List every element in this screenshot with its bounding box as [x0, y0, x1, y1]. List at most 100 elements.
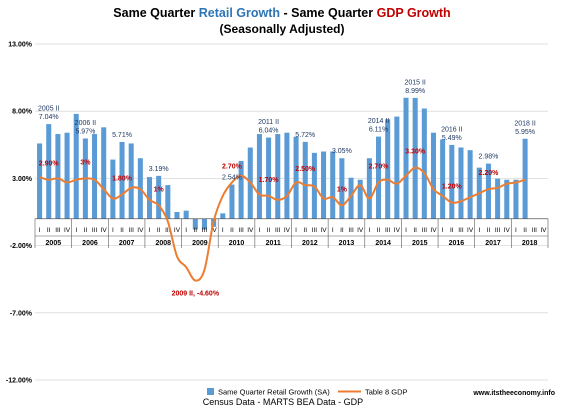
gdp-annotation: 1%: [337, 186, 348, 193]
quarter-label: II: [413, 227, 417, 234]
retail-bar: [119, 141, 125, 219]
gdp-annotation: 2.50%: [295, 166, 316, 173]
retail-bar: [92, 134, 98, 219]
retail-annotation: 2011 II 6.04%: [258, 119, 279, 134]
legend: Same Quarter Retail Growth (SA) Table 8 …: [207, 388, 408, 397]
title-part-1: Same Quarter: [113, 6, 198, 20]
quarter-label: I: [222, 227, 224, 234]
y-tick-label: 3.00%: [12, 176, 33, 183]
quarter-label: II: [230, 227, 234, 234]
title-gdp-growth: GDP Growth: [377, 6, 451, 20]
retail-bar: [46, 124, 52, 219]
gdp-annotation: 2.70%: [369, 163, 390, 170]
retail-bar: [183, 210, 189, 219]
retail-bar: [458, 147, 464, 219]
quarter-label: I: [405, 227, 407, 234]
quarter-label: III: [348, 227, 354, 234]
retail-annotation: 5.72%: [295, 132, 315, 139]
y-tick-label: -7.00%: [10, 310, 33, 317]
quarter-label: III: [312, 227, 318, 234]
retail-bar: [504, 179, 510, 219]
retail-bar: [330, 151, 336, 219]
retail-bar: [385, 119, 391, 219]
retail-bar: [321, 151, 327, 219]
retail-bar: [485, 163, 491, 219]
year-label: 2017: [485, 240, 501, 247]
retail-bar: [357, 179, 363, 219]
y-tick-label: -2.00%: [10, 243, 33, 250]
quarter-label: II: [157, 227, 161, 234]
quarter-label: II: [523, 227, 527, 234]
gdp-annotation: 1%: [154, 186, 165, 193]
gdp-annotation: 2009 II, -4.60%: [172, 291, 220, 298]
retail-annotation: 2014 II 6.11%: [368, 118, 389, 133]
retail-annotation: 3.05%: [332, 148, 352, 155]
quarter-label: IV: [504, 227, 511, 234]
data-annotations: 2005 II 7.04% 2.90% 2006 II 5.97% 3% 5.71% 1.80…: [38, 79, 536, 297]
y-tick-label: 8.00%: [12, 109, 33, 116]
quarter-label: III: [458, 227, 464, 234]
year-label: 2007: [119, 240, 135, 247]
retail-bar: [146, 177, 153, 219]
retail-bar: [64, 132, 70, 219]
quarter-label: III: [238, 227, 244, 234]
quarter-label: II: [47, 227, 51, 234]
quarter-label: I: [368, 227, 370, 234]
retail-bar: [394, 116, 400, 219]
chart-title: Same Quarter Retail Growth - Same Quarte…: [113, 6, 450, 20]
retail-bar: [421, 108, 427, 219]
year-label: 2005: [46, 240, 62, 247]
retail-bar: [302, 141, 308, 219]
year-label: 2009: [192, 240, 208, 247]
retail-bar: [440, 139, 446, 219]
retail-bar: [165, 185, 171, 219]
gdp-annotation: 2.20%: [479, 170, 500, 177]
year-label: 2013: [339, 240, 355, 247]
source-note: Census Data - MARTS BEA Data - GDP: [203, 397, 363, 407]
quarter-label: IV: [540, 227, 547, 234]
quarter-label: III: [128, 227, 134, 234]
retail-annotation: 5.71%: [112, 132, 132, 139]
quarter-label: II: [340, 227, 344, 234]
retail-bar: [156, 175, 162, 219]
quarter-label: IV: [101, 227, 108, 234]
quarter-label: IV: [357, 227, 364, 234]
gdp-annotation: 1.70%: [259, 177, 280, 184]
retail-annotation: 2.54%: [222, 175, 242, 182]
gdp-annotation: 3%: [80, 159, 91, 166]
quarter-label: IV: [174, 227, 181, 234]
retail-bar: [495, 178, 501, 219]
year-label: 2010: [229, 240, 245, 247]
quarter-label: IV: [467, 227, 474, 234]
x-axis: I II III IV I II III IV I II III IV I II III IV I II III IV…: [34, 218, 549, 248]
gdp-annotation: 2.90%: [39, 161, 60, 168]
quarter-label: I: [259, 227, 261, 234]
chart-subtitle: (Seasonally Adjusted): [220, 22, 345, 36]
retail-annotation: 2018 II 5.95%: [514, 120, 535, 136]
retail-bar: [403, 97, 409, 219]
retail-annotation: 2005 II 7.04%: [38, 106, 59, 122]
year-label: 2012: [302, 240, 318, 247]
quarter-label: III: [275, 227, 281, 234]
retail-bar: [55, 134, 61, 219]
quarter-label: I: [442, 227, 444, 234]
quarter-label: I: [185, 227, 187, 234]
quarter-label: IV: [320, 227, 327, 234]
quarter-label: II: [84, 227, 88, 234]
retail-annotation: 2006 II 5.97%: [75, 120, 96, 136]
retail-bar: [467, 150, 473, 219]
quarter-label: I: [332, 227, 334, 234]
year-label: 2015: [412, 240, 428, 247]
website-label: www.itstheeconomy.info: [472, 390, 555, 397]
quarter-label: III: [55, 227, 61, 234]
retail-bar: [73, 113, 79, 219]
retail-bar: [266, 137, 272, 219]
gdp-line-path: [39, 166, 526, 282]
quarter-label: III: [92, 227, 98, 234]
title-retail-growth: Retail Growth: [199, 6, 280, 20]
quarter-label: II: [487, 227, 491, 234]
quarter-label: III: [202, 227, 208, 234]
quarter-label: II: [267, 227, 271, 234]
retail-bar: [348, 177, 354, 219]
